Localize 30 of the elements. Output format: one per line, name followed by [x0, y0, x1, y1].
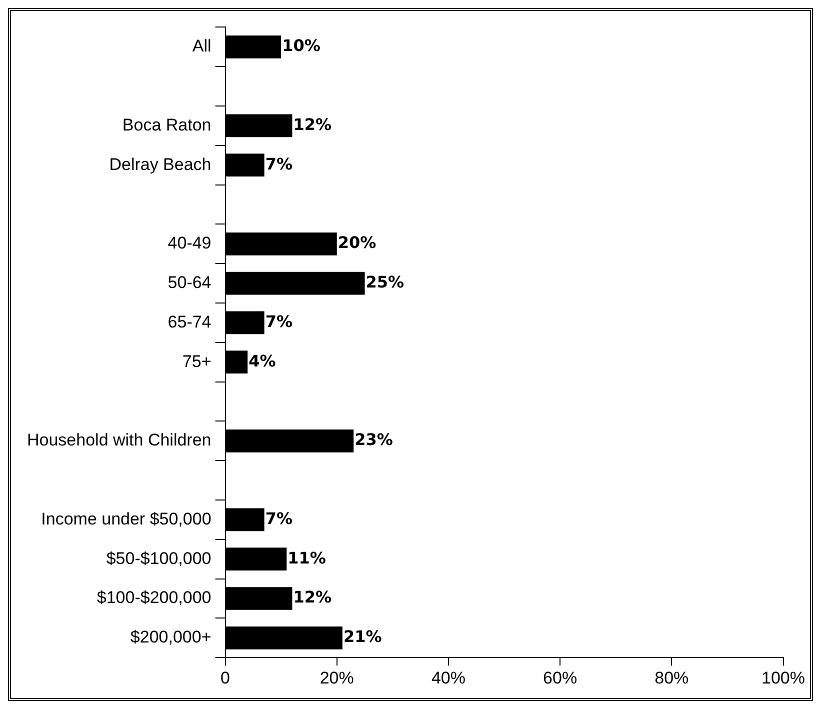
y-tick-label: $100-$200,000	[96, 588, 212, 608]
data-label: 12%	[293, 588, 332, 607]
x-tick-label: 100%	[762, 668, 805, 688]
data-label: 11%	[288, 548, 326, 568]
y-tick-label: Household with Children	[26, 430, 212, 450]
x-tick-label: 0	[220, 668, 230, 688]
x-tick-label: 80%	[654, 668, 689, 688]
data-label: 23%	[354, 430, 393, 450]
data-label: 21%	[343, 627, 382, 646]
x-tick-label: 40%	[431, 668, 466, 688]
data-label: 7%	[265, 154, 292, 174]
x-tick-label: 20%	[320, 668, 354, 688]
data-label: 10%	[282, 36, 320, 56]
data-label: 7%	[265, 312, 292, 331]
y-tick-label: All	[192, 36, 212, 56]
data-label: 7%	[265, 508, 292, 528]
y-tick-label: 50-64	[168, 272, 212, 292]
data-label: 25%	[366, 272, 404, 292]
y-tick-label: Boca Raton	[122, 115, 212, 134]
y-tick-label: 65-74	[168, 312, 212, 332]
y-tick-label: $200,000+	[130, 628, 212, 647]
x-tick-label: 60%	[543, 668, 578, 688]
y-tick-label: $50-$100,000	[106, 548, 212, 568]
data-label: 20%	[338, 233, 376, 252]
y-tick-label: Income under $50,000	[41, 509, 212, 528]
data-label: 4%	[248, 351, 276, 370]
y-tick-label: Delray Beach	[109, 154, 212, 174]
y-tick-label: 40-49	[168, 234, 212, 253]
data-label: 12%	[293, 114, 332, 134]
y-tick-label: 75+	[182, 352, 212, 371]
